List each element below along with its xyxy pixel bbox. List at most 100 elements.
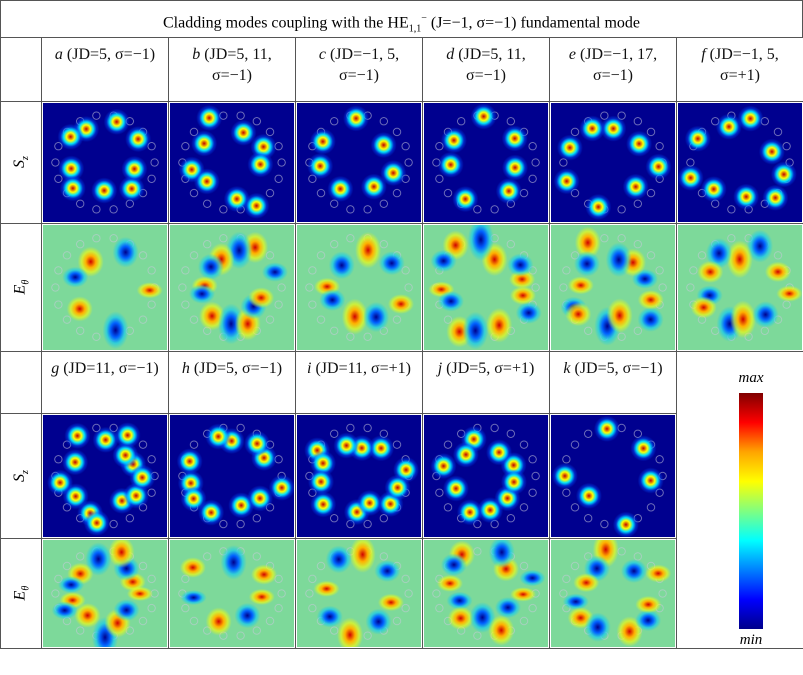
field-image (551, 415, 675, 537)
image-cell (296, 414, 423, 539)
image-cell (169, 102, 296, 224)
field-image (297, 415, 421, 537)
image-cell (296, 102, 423, 224)
row-label: Sz (0, 102, 42, 224)
row-label-sub: θ (20, 280, 32, 286)
colorbar-cell (677, 352, 803, 649)
image-cell (423, 102, 550, 224)
row-label-sub: θ (20, 586, 32, 592)
field-image (43, 415, 167, 537)
panel-letter: h (181, 360, 190, 377)
row-label: Eθ (0, 539, 42, 649)
field-image (424, 415, 548, 537)
colorbar (739, 393, 763, 629)
column-header: c (JD=−1, 5, σ=−1) (296, 38, 423, 102)
panel-letter: a (54, 46, 63, 63)
field-image (678, 103, 802, 222)
image-cell (42, 539, 169, 649)
field-image (170, 540, 294, 647)
panel-letter: k (563, 360, 571, 377)
column-header: f (JD=−1, 5, σ=+1) (677, 38, 803, 102)
row-label-sub: z (20, 156, 32, 161)
image-cell (423, 539, 550, 649)
title-sup: − (421, 13, 427, 24)
field-image (551, 540, 675, 647)
panel-params: (JD=5, σ=−1) (66, 46, 156, 63)
field-image (170, 225, 294, 350)
panel-params: (JD=5, 11, σ=−1) (204, 46, 272, 84)
column-header: i (JD=11, σ=+1) (296, 352, 423, 414)
field-image (424, 540, 548, 647)
title-prefix: Cladding modes coupling with the HE (162, 14, 409, 32)
panel-letter: g (51, 360, 60, 377)
image-cell (169, 539, 296, 649)
column-header: d (JD=5, 11, σ=−1) (423, 38, 550, 102)
field-image (551, 225, 675, 350)
row-label-main: E (10, 591, 28, 601)
image-cell (423, 414, 550, 539)
image-cell (169, 224, 296, 352)
row-label-text: Eθ (11, 280, 31, 295)
column-header: j (JD=5, σ=+1) (423, 352, 550, 414)
panel-letter: c (318, 46, 326, 63)
corner-cell (0, 352, 42, 414)
column-header: e (JD=−1, 17, σ=−1) (550, 38, 677, 102)
field-image (424, 225, 548, 350)
image-cell (550, 102, 677, 224)
panel-params: (JD=11, σ=+1) (315, 360, 411, 377)
title-sub: 1,1 (408, 23, 422, 35)
row-label-text: Sz (11, 157, 31, 169)
field-image (43, 103, 167, 222)
corner-cell (0, 38, 42, 102)
column-header: h (JD=5, σ=−1) (169, 352, 296, 414)
field-image (551, 103, 675, 222)
row-label-main: S (10, 160, 28, 169)
image-cell (677, 224, 803, 352)
panel-params: (JD=−1, 5, σ=−1) (329, 46, 400, 84)
row-label-sub: z (20, 470, 32, 474)
row-label: Eθ (0, 224, 42, 352)
image-cell (42, 414, 169, 539)
image-cell (169, 414, 296, 539)
field-image (170, 103, 294, 222)
row-label-text: Eθ (11, 586, 31, 601)
panel-letter: f (701, 46, 706, 63)
panel-params: (JD=−1, 5, σ=+1) (709, 46, 779, 84)
colorbar-min: min (739, 632, 763, 648)
field-image (424, 103, 548, 222)
panel-params: (JD=5, 11, σ=−1) (458, 46, 526, 84)
image-cell (42, 102, 169, 224)
image-cell (677, 102, 803, 224)
image-cell (550, 224, 677, 352)
image-cell (550, 414, 677, 539)
colorbar-max: max (738, 370, 764, 386)
image-cell (296, 539, 423, 649)
column-header: g (JD=11, σ=−1) (42, 352, 169, 414)
row-label: Sz (0, 414, 42, 539)
row-label-main: E (10, 285, 28, 295)
panel-params: (JD=11, σ=−1) (63, 360, 159, 377)
field-image (170, 415, 294, 537)
row-label-text: Sz (11, 470, 31, 482)
field-image (297, 225, 421, 350)
column-header: b (JD=5, 11, σ=−1) (169, 38, 296, 102)
column-header: a (JD=5, σ=−1) (42, 38, 169, 102)
panel-params: (JD=5, σ=+1) (446, 360, 535, 377)
panel-params: (JD=−1, 17, σ=−1) (579, 46, 658, 84)
panel-letter: b (192, 46, 201, 63)
panel-letter: j (437, 360, 443, 377)
title-rest: (J=−1, σ=−1) fundamental mode (426, 14, 640, 32)
image-cell (42, 224, 169, 352)
column-header: k (JD=5, σ=−1) (550, 352, 677, 414)
image-cell (296, 224, 423, 352)
panel-letter: d (446, 46, 455, 63)
table-title: Cladding modes coupling with the HE1,1− … (0, 0, 803, 38)
image-cell (550, 539, 677, 649)
panel-letter: e (568, 46, 576, 63)
row-label-main: S (10, 473, 28, 482)
image-cell (423, 224, 550, 352)
field-image (43, 225, 167, 350)
field-image (678, 225, 802, 350)
panel-params: (JD=5, σ=−1) (574, 360, 663, 377)
